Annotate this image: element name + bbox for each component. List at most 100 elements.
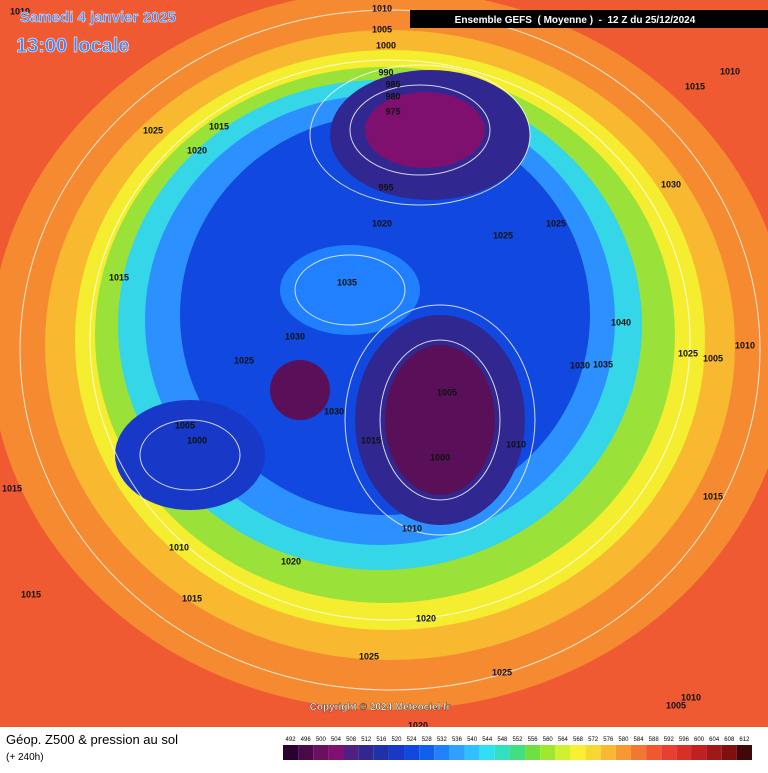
colorbar-swatch <box>646 745 662 760</box>
isobar-label: 1025 <box>143 125 163 135</box>
colorbar-swatch <box>706 745 722 760</box>
isobar-label: 1030 <box>661 179 681 189</box>
local-time: 13:00 locale <box>16 35 129 57</box>
colorbar: 492 496 500 504 508 512 516 520 524 528 532 536 540 5… <box>283 737 752 760</box>
colorbar-label: 612 <box>739 737 750 743</box>
isobar-label: 1020 <box>281 556 301 566</box>
isobar-label: 1025 <box>493 230 513 240</box>
isobar-label: 1020 <box>408 720 428 730</box>
colorbar-label: 576 <box>603 737 614 743</box>
colorbar-label: 580 <box>618 737 629 743</box>
isobar-label: 1005 <box>666 700 686 710</box>
isobar-label: 1025 <box>492 667 512 677</box>
isobar-label: 1010 <box>681 692 701 702</box>
isobar-label: 1010 <box>402 523 422 533</box>
colorbar-swatch <box>525 745 541 760</box>
isobar-label: 1000 <box>430 452 450 462</box>
colorbar-label: 528 <box>422 737 433 743</box>
isobar-label: 1020 <box>372 218 392 228</box>
isobar-label: 1015 <box>2 483 22 493</box>
colorbar-swatch <box>298 745 314 760</box>
colorbar-swatch <box>615 745 631 760</box>
isobar-label: 1010 <box>735 340 755 350</box>
isobar-label: 1030 <box>285 331 305 341</box>
colorbar-label: 532 <box>437 737 448 743</box>
colorbar-label: 504 <box>331 737 342 743</box>
footer-subtitle: (+ 240h) <box>6 752 44 763</box>
contour <box>344 304 536 536</box>
isobar-label: 1010 <box>720 66 740 76</box>
field <box>115 400 265 510</box>
colorbar-label: 596 <box>679 737 690 743</box>
colorbar-swatch <box>540 745 556 760</box>
colorbar-swatch <box>449 745 465 760</box>
colorbar-swatch <box>585 745 601 760</box>
contour <box>379 339 501 501</box>
field <box>280 245 420 335</box>
colorbar-label: 516 <box>376 737 387 743</box>
isobar-label: 1015 <box>361 435 381 445</box>
colorbar-label: 608 <box>724 737 735 743</box>
isobar-label: 1005 <box>703 353 723 363</box>
colorbar-label: 524 <box>407 737 418 743</box>
contour <box>89 59 691 621</box>
colorbar-swatch <box>494 745 510 760</box>
colorbar-swatch <box>388 745 405 760</box>
field <box>270 360 330 420</box>
colorbar-label: 492 <box>286 737 297 743</box>
colorbar-swatch <box>358 745 374 760</box>
isobar-label: 1030 <box>570 360 590 370</box>
colorbar-swatch <box>419 745 435 760</box>
isobar-label: 1015 <box>182 593 202 603</box>
isobar-label: 1000 <box>187 435 207 445</box>
isobar-label: 1015 <box>209 121 229 131</box>
colorbar-label: 512 <box>361 737 372 743</box>
footer-title: Géop. Z500 & pression au sol <box>6 732 178 747</box>
isobar-label: 1010 <box>506 439 526 449</box>
colorbar-swatch <box>283 745 299 760</box>
isobar-label: 1035 <box>337 277 357 287</box>
colorbar-swatch <box>404 745 420 760</box>
colorbar-label: 584 <box>634 737 645 743</box>
isobar-labels: 1010 101010051000990985980975101010151025… <box>2 3 755 730</box>
isobar-label: 975 <box>385 106 400 116</box>
colorbar-label: 552 <box>512 737 523 743</box>
date: Samedi 4 janvier 2025 <box>20 9 176 26</box>
isobar-label: 1005 <box>437 387 457 397</box>
isobar-label: 1030 <box>324 406 344 416</box>
colorbar-swatch <box>343 745 359 760</box>
colorbar-label: 540 <box>467 737 478 743</box>
colorbar-swatch <box>691 745 707 760</box>
isobar-label: 1000 <box>376 40 396 50</box>
contour <box>309 64 531 206</box>
isobar-label: 1010 <box>372 3 392 13</box>
colorbar-label: 572 <box>588 737 599 743</box>
colorbar-label: 560 <box>543 737 554 743</box>
colorbar-swatch <box>509 745 526 760</box>
colorbar-swatch <box>328 745 344 760</box>
isobar-label: 1005 <box>372 24 392 34</box>
colorbar-swatch <box>661 745 677 760</box>
colorbar-swatch <box>721 745 737 760</box>
colorbar-label: 592 <box>664 737 675 743</box>
field <box>385 345 495 495</box>
colorbar-swatch <box>479 745 495 760</box>
isobar-label: 1035 <box>593 359 613 369</box>
colorbar-label: 588 <box>649 737 660 743</box>
colorbar-swatch <box>464 745 480 760</box>
colorbar-label: 604 <box>709 737 720 743</box>
isobar-label: 985 <box>385 79 400 89</box>
contour <box>294 254 406 326</box>
colorbar-label: 568 <box>573 737 584 743</box>
isobar-label: 1015 <box>685 81 705 91</box>
contour <box>139 419 241 491</box>
colorbar-label: 564 <box>558 737 569 743</box>
copyright: Copyright © 2024 Meteociel.fr <box>310 702 451 713</box>
colorbar-label: 496 <box>301 737 312 743</box>
field <box>365 92 485 168</box>
isobar-label: 1010 <box>10 6 30 16</box>
colorbar-swatch <box>313 745 329 760</box>
isobar-label: 1015 <box>21 589 41 599</box>
isobar-label: 980 <box>385 91 400 101</box>
